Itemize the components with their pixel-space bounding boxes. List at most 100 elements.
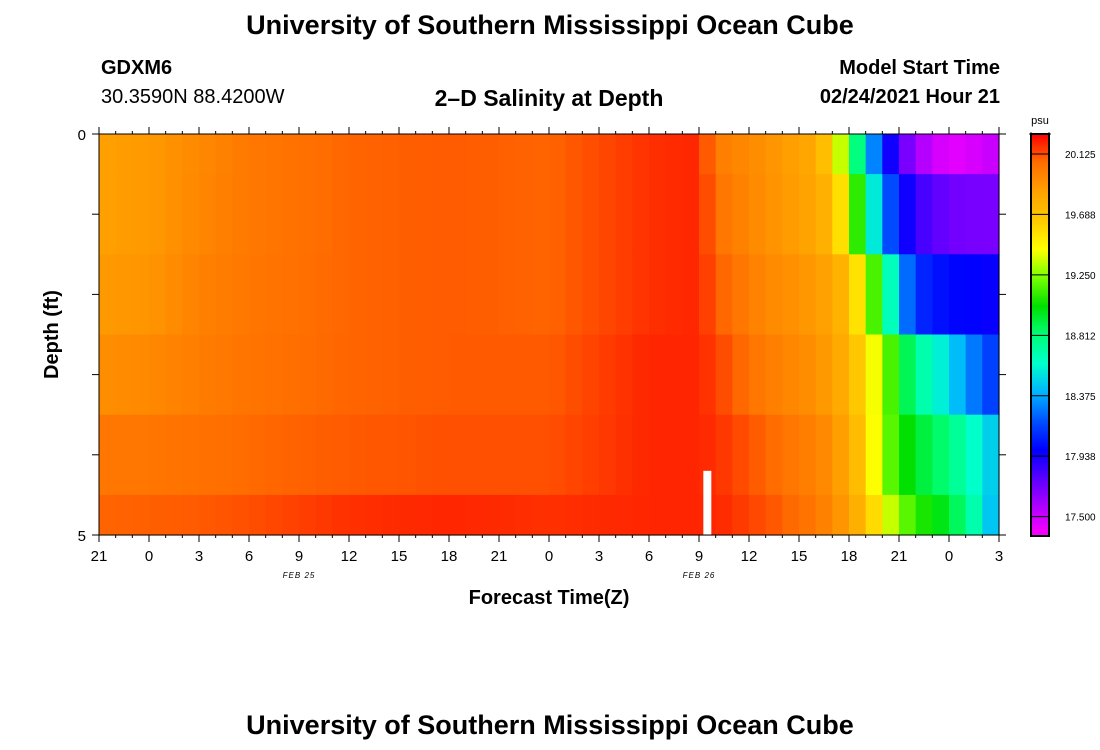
heatmap-cell bbox=[415, 174, 433, 255]
heatmap-cell bbox=[682, 254, 700, 336]
heatmap-cell bbox=[799, 494, 817, 536]
x-tick-label: 0 bbox=[545, 548, 553, 565]
heatmap-cell bbox=[99, 494, 117, 536]
heatmap-cell bbox=[649, 334, 667, 416]
heatmap-cell bbox=[532, 494, 550, 536]
heatmap-cell bbox=[749, 134, 767, 175]
heatmap-cell bbox=[615, 134, 633, 175]
heatmap-cell bbox=[565, 174, 583, 255]
heatmap-cell bbox=[665, 134, 683, 175]
x-tick-label: 0 bbox=[145, 548, 153, 565]
x-tick-label: 9 bbox=[295, 548, 303, 565]
heatmap-cell bbox=[949, 334, 967, 416]
heatmap-cell bbox=[499, 414, 517, 496]
heatmap-cell bbox=[899, 254, 917, 336]
heatmap-cell bbox=[115, 494, 133, 536]
heatmap-cell bbox=[232, 134, 250, 175]
x-tick-label: 12 bbox=[341, 548, 358, 565]
heatmap-cell bbox=[632, 254, 650, 336]
heatmap-cell bbox=[799, 254, 817, 336]
heatmap-cell bbox=[899, 134, 917, 175]
heatmap-cell bbox=[532, 134, 550, 175]
heatmap-cell bbox=[399, 494, 417, 536]
heatmap-cell bbox=[299, 334, 317, 416]
heatmap-cell bbox=[249, 334, 267, 416]
heatmap-cell bbox=[149, 134, 167, 175]
heatmap-cell bbox=[949, 494, 967, 536]
heatmap-cell bbox=[315, 414, 333, 496]
heatmap-cell bbox=[882, 254, 900, 336]
heatmap-cell bbox=[432, 414, 450, 496]
x-tick-label: 6 bbox=[245, 548, 253, 565]
heatmap-cell bbox=[99, 334, 117, 416]
heatmap-cell bbox=[299, 134, 317, 175]
heatmap-cell bbox=[99, 134, 117, 175]
heatmap-cell bbox=[615, 174, 633, 255]
heatmap-cell bbox=[882, 174, 900, 255]
heatmap-cell bbox=[349, 254, 367, 336]
heatmap-cell bbox=[799, 134, 817, 175]
heatmap-cell bbox=[399, 334, 417, 416]
y-tick-label: 0 bbox=[78, 127, 86, 144]
heatmap-cell bbox=[815, 174, 833, 255]
heatmap-cell bbox=[699, 414, 717, 496]
heatmap-cell bbox=[332, 414, 350, 496]
heatmap-cell bbox=[415, 254, 433, 336]
heatmap-cell bbox=[932, 334, 950, 416]
date-label: FEB 25 bbox=[283, 571, 316, 580]
heatmap-cell bbox=[365, 134, 383, 175]
heatmap-cell bbox=[882, 414, 900, 496]
x-tick-label: 6 bbox=[645, 548, 653, 565]
y-axis-label: Depth (ft) bbox=[41, 290, 63, 379]
heatmap-cell bbox=[815, 414, 833, 496]
heatmap-cell bbox=[149, 414, 167, 496]
heatmap-cell bbox=[649, 174, 667, 255]
model-start-time: 02/24/2021 Hour 21 bbox=[819, 86, 1000, 108]
heatmap-cell bbox=[499, 494, 517, 536]
heatmap-cell bbox=[149, 334, 167, 416]
heatmap-cell bbox=[482, 414, 500, 496]
heatmap-cell bbox=[565, 134, 583, 175]
heatmap-cell bbox=[915, 134, 933, 175]
heatmap-cell bbox=[849, 174, 867, 255]
heatmap-cell bbox=[349, 134, 367, 175]
heatmap-cell bbox=[682, 414, 700, 496]
heatmap-cell bbox=[482, 174, 500, 255]
heatmap-cell bbox=[599, 494, 617, 536]
heatmap-cell bbox=[565, 254, 583, 336]
heatmap-cell bbox=[582, 174, 600, 255]
heatmap-cell bbox=[865, 414, 883, 496]
heatmap-cell bbox=[332, 174, 350, 255]
heatmap-cell bbox=[165, 414, 183, 496]
heatmap-cell bbox=[199, 254, 217, 336]
colorbar-corner-dot bbox=[1029, 132, 1033, 136]
heatmap-cell bbox=[849, 334, 867, 416]
heatmap-cell bbox=[382, 254, 400, 336]
heatmap-cell bbox=[682, 134, 700, 175]
heatmap-cell bbox=[315, 494, 333, 536]
heatmap-cell bbox=[282, 414, 300, 496]
heatmap-cell bbox=[699, 134, 717, 175]
heatmap-cell bbox=[215, 134, 233, 175]
heatmap-cell bbox=[882, 134, 900, 175]
heatmap-cell bbox=[465, 414, 483, 496]
heatmap-cell bbox=[915, 254, 933, 336]
heatmap-cell bbox=[665, 414, 683, 496]
heatmap-cell bbox=[382, 334, 400, 416]
heatmap-cell bbox=[949, 414, 967, 496]
colorbar-tick-label: 18.812 bbox=[1065, 331, 1096, 342]
heatmap-cell bbox=[582, 254, 600, 336]
heatmap-cell bbox=[749, 494, 767, 536]
heatmap-cell bbox=[865, 494, 883, 536]
heatmap-cell bbox=[332, 494, 350, 536]
heatmap-cell bbox=[99, 174, 117, 255]
heatmap-cell bbox=[215, 494, 233, 536]
heatmap-cell bbox=[615, 254, 633, 336]
heatmap-cell bbox=[299, 494, 317, 536]
heatmap-cell bbox=[132, 414, 150, 496]
heatmap-cell bbox=[582, 334, 600, 416]
heatmap-cell bbox=[215, 254, 233, 336]
heatmap-cell bbox=[165, 334, 183, 416]
heatmap-cell bbox=[799, 334, 817, 416]
heatmap-cell bbox=[149, 494, 167, 536]
